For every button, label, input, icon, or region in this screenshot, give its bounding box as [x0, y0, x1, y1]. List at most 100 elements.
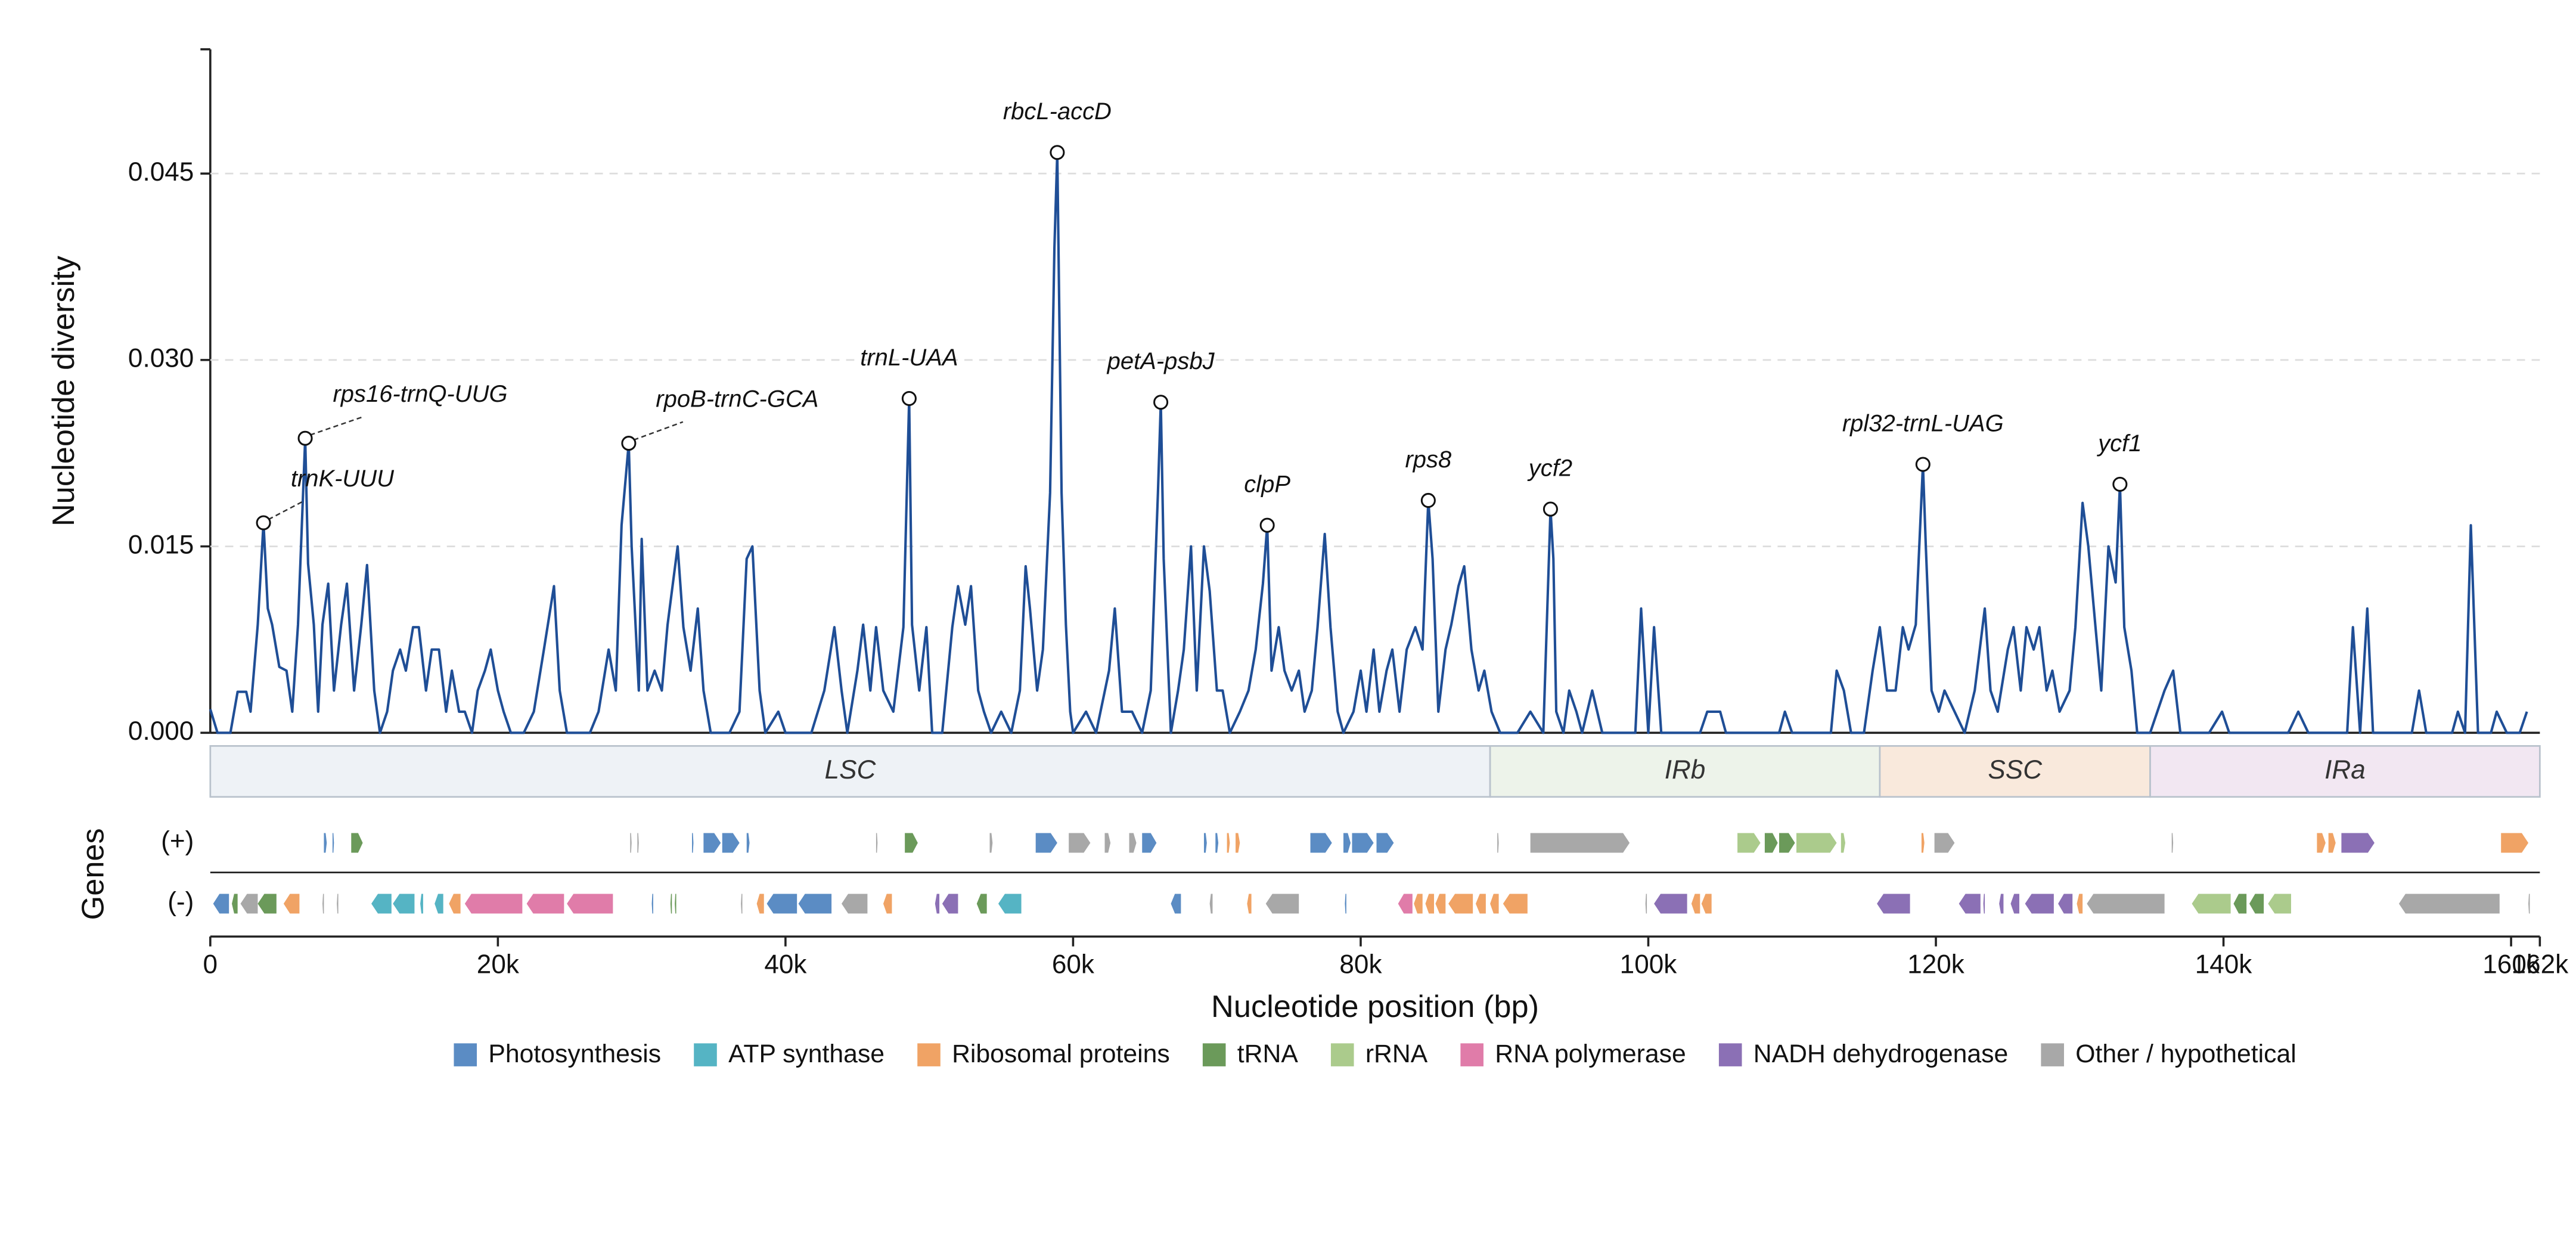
- gene: [1841, 833, 1846, 853]
- gene: [989, 833, 993, 853]
- legend-swatch: [1460, 1043, 1483, 1066]
- x-tick-label: 60k: [1052, 950, 1095, 979]
- gene: [2328, 833, 2336, 853]
- annotation-point: [2112, 476, 2128, 492]
- gene: [630, 833, 632, 853]
- annotation-leader: [268, 501, 303, 520]
- gene: [651, 894, 653, 914]
- legend-label: Ribosomal proteins: [952, 1040, 1170, 1068]
- gene: [1203, 833, 1207, 853]
- gene: [942, 894, 958, 914]
- x-axis-label: Nucleotide position (bp): [1211, 990, 1539, 1024]
- legend-swatch: [917, 1043, 941, 1066]
- gene: [449, 894, 461, 914]
- gene: [675, 894, 676, 914]
- gene: [1779, 833, 1795, 853]
- gene: [526, 894, 564, 914]
- legend-swatch: [694, 1043, 717, 1066]
- gene: [2025, 894, 2054, 914]
- region-label: IRb: [1665, 755, 1706, 784]
- y-tick-label: 0.000: [128, 717, 194, 746]
- gene: [1129, 833, 1137, 853]
- gene: [1934, 833, 1955, 853]
- gene: [841, 894, 868, 914]
- x-tick-label: 140k: [2195, 950, 2253, 979]
- legend-swatch: [1718, 1043, 1742, 1066]
- gene: [2192, 894, 2231, 914]
- annotation-label: rps16-trnQ-UUG: [333, 381, 507, 407]
- gene: [637, 833, 639, 853]
- annotation-point: [621, 436, 637, 451]
- gene: [1376, 833, 1394, 853]
- gene: [2398, 894, 2500, 914]
- x-tick-label: 120k: [1907, 950, 1965, 979]
- annotation-point: [1050, 145, 1065, 160]
- gene: [1999, 894, 2004, 914]
- x-tick-label: 162k: [2512, 950, 2569, 979]
- legend-swatch: [1330, 1043, 1354, 1066]
- annotation-point: [1153, 395, 1169, 410]
- legend-label: rRNA: [1365, 1040, 1428, 1068]
- gene: [1764, 833, 1778, 853]
- gene: [722, 833, 740, 853]
- gene: [2058, 894, 2073, 914]
- gene: [703, 833, 721, 853]
- gene: [1425, 894, 1435, 914]
- gene: [324, 833, 327, 853]
- gene: [434, 894, 443, 914]
- gene: [567, 894, 613, 914]
- gene: [1104, 833, 1111, 853]
- legend-label: ATP synthase: [728, 1040, 884, 1068]
- gene: [1877, 894, 1910, 914]
- gene: [2528, 894, 2530, 914]
- genes-label: Genes: [76, 828, 111, 920]
- gene: [1171, 894, 1181, 914]
- gene: [257, 894, 277, 914]
- legend-label: Photosynthesis: [488, 1040, 661, 1068]
- gene: [1503, 894, 1528, 914]
- legend-label: RNA polymerase: [1495, 1040, 1686, 1068]
- gene: [1796, 833, 1837, 853]
- gene: [2249, 894, 2264, 914]
- gene: [1310, 833, 1332, 853]
- gene: [213, 894, 229, 914]
- annotation-point: [1915, 457, 1931, 472]
- gene: [1343, 833, 1351, 853]
- annotation-label: rbcL-accD: [1003, 98, 1112, 125]
- legend-label: Other / hypothetical: [2075, 1040, 2296, 1068]
- gene: [998, 894, 1022, 914]
- gene: [1959, 894, 1981, 914]
- gene: [1497, 833, 1499, 853]
- annotation-leader: [633, 421, 684, 441]
- annotation-point: [1420, 492, 1436, 508]
- region-label: SSC: [1988, 755, 2043, 784]
- gene: [1435, 894, 1446, 914]
- legend-label: NADH dehydrogenase: [1753, 1040, 2008, 1068]
- x-tick-label: 100k: [1620, 950, 1678, 979]
- annotation-label: trnK-UUU: [291, 466, 395, 492]
- y-tick-label: 0.030: [128, 344, 194, 373]
- x-tick-label: 160k: [2482, 950, 2540, 979]
- y-tick-label: 0.045: [128, 157, 194, 187]
- gene: [798, 894, 832, 914]
- gene: [1209, 894, 1213, 914]
- gene: [746, 833, 750, 853]
- gene: [756, 894, 764, 914]
- annotation-point: [297, 430, 313, 446]
- x-tick-label: 40k: [764, 950, 807, 979]
- strand-label: (-): [167, 888, 194, 917]
- annotation-label: rps8: [1405, 446, 1451, 473]
- legend-label: tRNA: [1237, 1040, 1299, 1068]
- legend-swatch: [454, 1043, 477, 1066]
- gene: [332, 833, 334, 853]
- gene: [766, 894, 797, 914]
- gene: [393, 894, 415, 914]
- gene: [2501, 833, 2529, 853]
- y-axis-label: Nucleotide diversity: [46, 255, 81, 526]
- y-tick-label: 0.015: [128, 530, 194, 559]
- annotation-leader: [309, 416, 363, 436]
- annotation-point: [1259, 517, 1275, 533]
- gene: [1921, 833, 1925, 853]
- x-tick-label: 0: [203, 950, 218, 979]
- gene: [1345, 894, 1346, 914]
